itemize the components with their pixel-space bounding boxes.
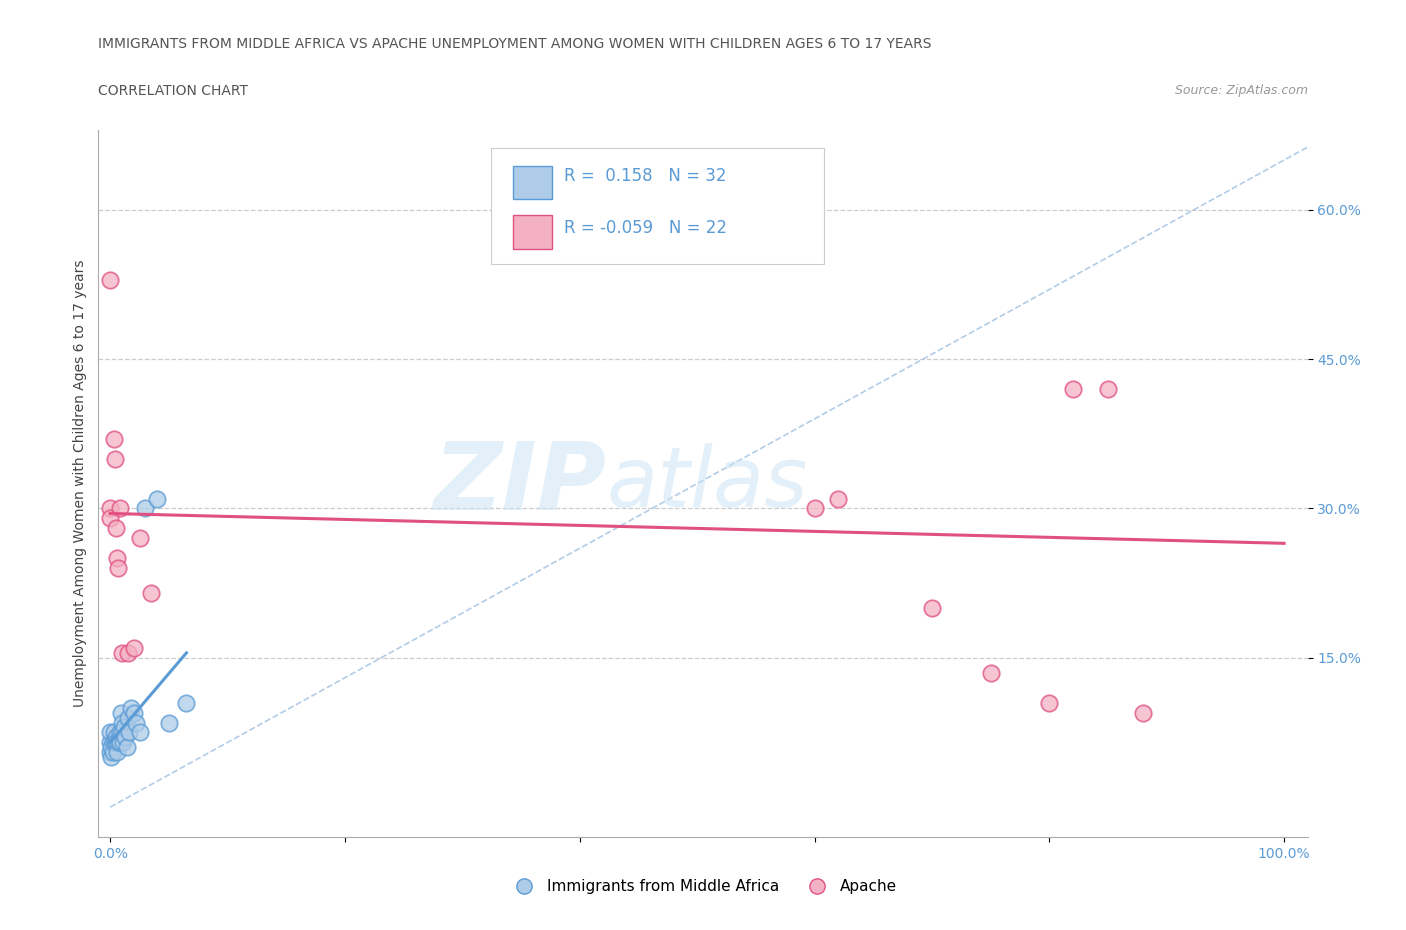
Y-axis label: Unemployment Among Women with Children Ages 6 to 17 years: Unemployment Among Women with Children A… <box>73 259 87 708</box>
Point <box>134 501 156 516</box>
Point <box>104 451 127 466</box>
Point <box>125 715 148 730</box>
Point <box>117 645 139 660</box>
Point <box>115 740 138 755</box>
Point <box>108 725 131 740</box>
Point <box>111 725 134 740</box>
Point <box>108 735 131 750</box>
Point <box>108 501 131 516</box>
Point <box>105 730 128 745</box>
Point <box>128 725 150 740</box>
Point <box>98 501 121 516</box>
Text: IMMIGRANTS FROM MIDDLE AFRICA VS APACHE UNEMPLOYMENT AMONG WOMEN WITH CHILDREN A: IMMIGRANTS FROM MIDDLE AFRICA VS APACHE … <box>98 37 932 51</box>
Point <box>98 725 121 740</box>
Point <box>980 665 1002 680</box>
Point <box>101 745 124 760</box>
Point <box>98 511 121 525</box>
Point <box>107 561 129 576</box>
Text: CORRELATION CHART: CORRELATION CHART <box>98 84 249 98</box>
Point <box>921 601 943 616</box>
Point <box>105 745 128 760</box>
Text: R = -0.059   N = 22: R = -0.059 N = 22 <box>564 219 727 236</box>
Point <box>128 531 150 546</box>
Point <box>111 645 134 660</box>
Point <box>101 735 124 750</box>
Text: atlas: atlas <box>606 443 808 525</box>
Point <box>112 720 135 735</box>
Point <box>98 745 121 760</box>
Point <box>118 725 141 740</box>
Point <box>176 695 198 710</box>
Point <box>107 735 129 750</box>
Point <box>1062 381 1084 396</box>
Point <box>105 551 128 565</box>
Point <box>1097 381 1119 396</box>
Point <box>103 432 125 446</box>
Point <box>105 735 128 750</box>
Point <box>103 725 125 740</box>
Point <box>122 641 145 656</box>
Point <box>98 272 121 287</box>
Point <box>98 735 121 750</box>
Point <box>157 715 180 730</box>
Point <box>100 750 122 764</box>
Point <box>114 730 136 745</box>
Point <box>1132 705 1154 720</box>
Point <box>105 521 128 536</box>
Point <box>117 711 139 725</box>
Point <box>827 491 849 506</box>
Point <box>111 715 134 730</box>
Point <box>1038 695 1060 710</box>
FancyBboxPatch shape <box>513 166 551 199</box>
Point <box>146 491 169 506</box>
Legend: Immigrants from Middle Africa, Apache: Immigrants from Middle Africa, Apache <box>502 873 904 900</box>
Text: ZIP: ZIP <box>433 438 606 529</box>
Point <box>110 705 132 720</box>
FancyBboxPatch shape <box>513 215 551 249</box>
Point <box>100 740 122 755</box>
FancyBboxPatch shape <box>492 148 824 264</box>
Point <box>141 586 163 601</box>
Text: Source: ZipAtlas.com: Source: ZipAtlas.com <box>1174 84 1308 97</box>
Point <box>803 501 825 516</box>
Point <box>104 735 127 750</box>
Point <box>120 700 142 715</box>
Point <box>122 705 145 720</box>
Point <box>112 735 135 750</box>
Text: R =  0.158   N = 32: R = 0.158 N = 32 <box>564 167 727 185</box>
